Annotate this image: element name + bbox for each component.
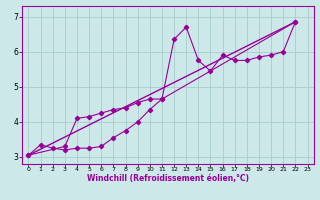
X-axis label: Windchill (Refroidissement éolien,°C): Windchill (Refroidissement éolien,°C) <box>87 174 249 183</box>
